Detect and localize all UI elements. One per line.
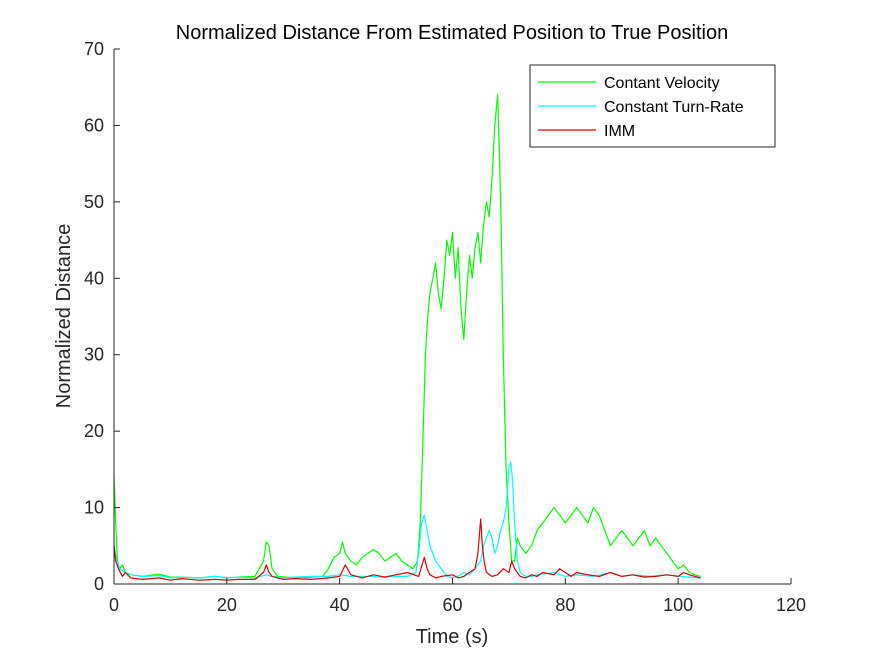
x-tick-label: 60 [442,595,462,615]
x-tick-label: 20 [217,595,237,615]
legend-box [529,64,776,148]
y-axis-label: Normalized Distance [53,224,75,409]
x-tick-label: 120 [776,595,806,615]
legend-label-0: Contant Velocity [604,75,720,92]
series-line-2 [113,518,701,581]
x-tick-label: 0 [109,595,119,615]
series-layer [113,94,701,581]
y-tick-label: 70 [84,39,104,59]
x-tick-label: 40 [330,595,350,615]
y-tick-label: 10 [84,498,104,518]
series-line-0 [113,94,701,579]
y-tick-label: 30 [84,345,104,365]
x-tick-label: 100 [663,595,693,615]
y-tick-label: 50 [84,192,104,212]
x-tick-label: 80 [555,595,575,615]
y-axis-ticks: 0 10 20 30 40 50 60 70 [84,39,120,594]
legend-label-1: Constant Turn-Rate [604,99,744,116]
series-line-1 [113,461,701,579]
chart-title: Normalized Distance From Estimated Posit… [176,22,728,44]
x-axis-ticks: 0 20 40 60 80 100 120 [109,578,806,615]
x-axis-label: Time (s) [416,626,489,648]
legend-label-2: IMM [604,123,635,140]
y-tick-label: 40 [84,268,104,288]
y-tick-label: 60 [84,115,104,135]
y-tick-label: 0 [94,574,104,594]
legend: Contant Velocity Constant Turn-Rate IMM [529,64,776,148]
y-tick-label: 20 [84,421,104,441]
